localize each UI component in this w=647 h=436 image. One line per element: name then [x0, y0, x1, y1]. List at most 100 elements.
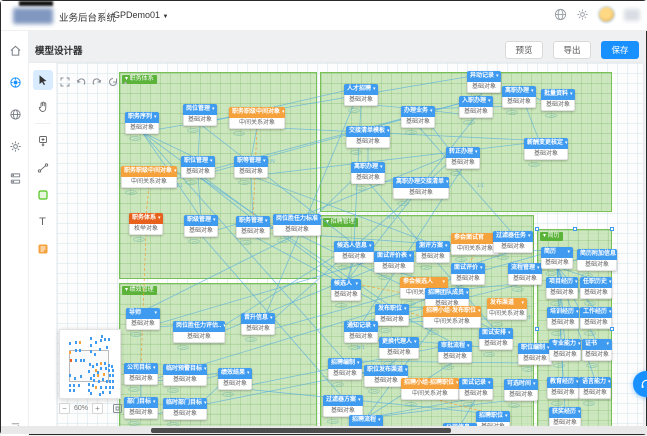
diagram-node[interactable]: 职级管理▾ 基础对象 — [184, 215, 218, 237]
node-caret-icon[interactable]: ▾ — [223, 321, 225, 332]
diagram-node[interactable]: 面试评价表▾ 基础对象 — [374, 251, 414, 273]
node-caret-icon[interactable]: ▾ — [247, 368, 250, 379]
diagram-node[interactable]: 招聘小组-发布职位▾ 中间关系对象 — [423, 306, 481, 328]
node-caret-icon[interactable]: ▾ — [265, 216, 268, 227]
selection-handle[interactable] — [610, 227, 614, 231]
node-caret-icon[interactable]: ▾ — [358, 395, 361, 406]
diagram-node[interactable]: 审批流程▾ 基础对象 — [438, 341, 472, 363]
sidebar-item-settings[interactable] — [1, 133, 29, 159]
node-caret-icon[interactable]: ▾ — [387, 126, 390, 137]
node-caret-icon[interactable]: ▾ — [575, 277, 578, 288]
diagram-node[interactable]: 更换代理人▾ 基础对象 — [379, 337, 419, 359]
diagram-node[interactable]: 薪酬变更核定▾ 基础对象 — [524, 138, 568, 160]
diagram-node[interactable]: 面试安排▾ 基础对象 — [479, 328, 513, 350]
note-tool[interactable] — [33, 239, 53, 259]
diagram-node[interactable]: 过滤器方案▾ 基础对象 — [323, 395, 363, 417]
node-caret-icon[interactable]: ▾ — [528, 231, 531, 242]
redo-icon[interactable] — [92, 77, 102, 87]
node-caret-icon[interactable]: ▾ — [158, 213, 161, 224]
diagram-node[interactable]: 职位编制▾ 基础对象 — [518, 343, 552, 365]
node-caret-icon[interactable]: ▾ — [578, 407, 581, 418]
diagram-node[interactable]: 流程管理▾ 基础对象 — [508, 263, 542, 285]
node-caret-icon[interactable]: ▾ — [609, 307, 612, 318]
diagram-node[interactable]: 绩效结果▾ 基础对象 — [218, 368, 252, 390]
node-caret-icon[interactable]: ▾ — [475, 147, 478, 158]
diagram-node[interactable]: 办理业务▾ 基础对象 — [401, 106, 435, 128]
diagram-node[interactable]: 可选时间▾ 基础对象 — [504, 379, 538, 401]
node-caret-icon[interactable]: ▾ — [154, 308, 157, 319]
node-caret-icon[interactable]: ▾ — [466, 288, 469, 299]
diagram-node[interactable]: 离职办理▾ 基础对象 — [351, 162, 385, 184]
diagram-node[interactable]: 简历▾ 基础对象 — [541, 247, 573, 269]
diagram-node[interactable]: 简历附加信息▾ 基础对象 — [577, 249, 617, 271]
settings-gear-icon[interactable] — [576, 8, 589, 21]
node-caret-icon[interactable]: ▾ — [488, 378, 491, 389]
diagram-node[interactable]: 人才招聘▾ 基础对象 — [344, 84, 378, 106]
diagram-node[interactable]: 异动记录▾ 基础对象 — [467, 71, 501, 93]
node-caret-icon[interactable]: ▾ — [282, 107, 285, 118]
node-caret-icon[interactable]: ▾ — [608, 377, 611, 388]
node-caret-icon[interactable]: ▾ — [508, 328, 511, 339]
diagram-node[interactable]: 工作经历▾ 基础对象 — [580, 307, 612, 329]
diagram-canvas[interactable]: ▴ ▾ 职务体系▾ 绩效管理▾ 招聘管理▾ 简历N:11:NN:1N:11:1N… — [57, 63, 643, 427]
fullscreen-icon[interactable] — [60, 77, 70, 87]
diagram-node[interactable]: 职务职级中间对象▾ 中间关系对象 — [229, 107, 285, 129]
select-tool[interactable] — [33, 70, 53, 90]
diagram-node[interactable]: 证书▾ 基础对象 — [582, 339, 612, 361]
selection-handle[interactable] — [535, 327, 539, 331]
node-caret-icon[interactable]: ▾ — [480, 263, 483, 274]
diagram-node[interactable]: 职务序列▾ 基础对象 — [125, 112, 159, 134]
diagram-node[interactable]: 招聘小组-招聘职位▾ 中间关系对象 — [401, 378, 459, 400]
diagram-node[interactable]: 入职办理▾ 基础对象 — [459, 96, 493, 118]
diagram-node[interactable]: 项目经历▾ 基础对象 — [546, 277, 578, 299]
zoom-out-button[interactable]: − — [59, 403, 70, 414]
node-caret-icon[interactable]: ▾ — [521, 298, 524, 309]
node-caret-icon[interactable]: ▾ — [409, 251, 412, 262]
collapse-toolbar-icon[interactable]: ▴ — [124, 79, 127, 86]
node-caret-icon[interactable]: ▾ — [153, 363, 156, 374]
node-caret-icon[interactable]: ▾ — [405, 365, 408, 376]
diagram-node[interactable]: 发布渠道▾ 中间关系对象 — [487, 298, 527, 320]
node-caret-icon[interactable]: ▾ — [537, 263, 540, 274]
pan-tool[interactable] — [33, 97, 53, 117]
node-caret-icon[interactable]: ▾ — [263, 156, 266, 167]
node-caret-icon[interactable]: ▾ — [488, 96, 491, 107]
node-caret-icon[interactable]: ▾ — [576, 307, 579, 318]
fit-screen-icon[interactable] — [112, 403, 123, 414]
node-caret-icon[interactable]: ▾ — [446, 177, 449, 188]
text-tool[interactable]: T — [33, 212, 53, 232]
user-avatar[interactable] — [598, 6, 615, 23]
diagram-node[interactable]: 测评方案▾ 基础对象 — [416, 241, 450, 263]
node-caret-icon[interactable]: ▾ — [609, 277, 612, 288]
node-caret-icon[interactable]: ▾ — [270, 313, 273, 324]
save-button[interactable]: 保存 — [601, 41, 639, 59]
undo-icon[interactable] — [76, 77, 86, 87]
node-caret-icon[interactable]: ▾ — [414, 337, 417, 348]
group-tool[interactable] — [33, 185, 53, 205]
node-caret-icon[interactable]: ▾ — [445, 241, 448, 252]
node-caret-icon[interactable]: ▾ — [380, 162, 383, 173]
node-caret-icon[interactable]: ▾ — [467, 341, 470, 352]
diagram-node[interactable]: 批量资料▾ 基础对象 — [541, 89, 575, 111]
selection-handle[interactable] — [573, 227, 577, 231]
diagram-node[interactable]: 岗位胜任力评估..▾ 基础对象 — [173, 321, 225, 343]
node-caret-icon[interactable]: ▾ — [153, 397, 156, 408]
diagram-node[interactable]: 参会面试官▾ 中间关系对象 — [451, 233, 499, 255]
diagram-node[interactable]: 任职历史▾ 基础对象 — [580, 277, 612, 299]
diagram-node[interactable]: 过滤器任务▾ 基础对象 — [493, 231, 533, 253]
diagram-node[interactable]: 岗位管理▾ 基础对象 — [183, 104, 217, 126]
refresh-icon[interactable] — [108, 77, 118, 87]
node-caret-icon[interactable]: ▾ — [378, 415, 381, 426]
diagram-node[interactable]: 培训经历▾ 基础对象 — [547, 307, 579, 329]
diagram-node[interactable]: 转正办理▾ 基础对象 — [446, 147, 480, 169]
sidebar-item-designer[interactable] — [1, 69, 29, 95]
diagram-node[interactable]: 职位管理▾ 基础对象 — [181, 156, 215, 178]
node-caret-icon[interactable]: ▾ — [369, 241, 372, 252]
diagram-node[interactable]: 教育经历▾ 基础对象 — [547, 377, 579, 399]
node-caret-icon[interactable]: ▾ — [478, 306, 481, 317]
diagram-node[interactable]: 交接清单模板▾ 基础对象 — [346, 126, 390, 148]
diagram-node[interactable]: 面试评价▾ 基础对象 — [451, 263, 485, 285]
diagram-node[interactable]: 招聘编制▾ 基础对象 — [328, 358, 362, 380]
sidebar-item-data[interactable] — [1, 165, 29, 191]
node-caret-icon[interactable]: ▾ — [210, 156, 213, 167]
